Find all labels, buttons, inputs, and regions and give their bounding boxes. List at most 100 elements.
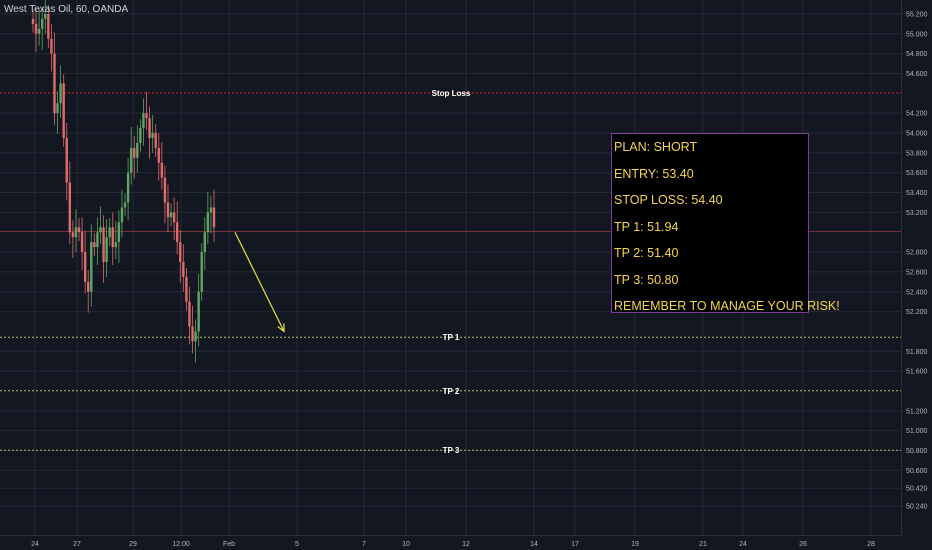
candle-body: [59, 83, 62, 104]
time-tick-label: 12:00: [172, 541, 190, 548]
price-tick-label: 52.400: [906, 289, 928, 296]
time-tick-label: 7: [362, 541, 366, 548]
time-tick-label: Feb: [223, 541, 235, 548]
price-tick-label: 55.000: [906, 31, 928, 38]
candle-body: [90, 242, 93, 292]
chart-title: West Texas Oil, 60, OANDA: [4, 4, 129, 15]
candle-body: [142, 113, 145, 129]
candle-body: [139, 128, 142, 143]
candle-body: [120, 207, 124, 223]
price-tick-label: 53.600: [906, 170, 928, 177]
price-tick-label: 54.800: [906, 51, 928, 58]
arrow-shaft: [234, 231, 285, 332]
candle-body: [191, 326, 194, 342]
candle-body: [47, 13, 50, 39]
candle-body: [126, 172, 130, 203]
candle-body: [31, 18, 35, 24]
price-tick-label: 53.400: [906, 190, 928, 197]
candle-body: [102, 227, 105, 262]
price-tick-label: 54.000: [906, 131, 928, 138]
candle-body: [80, 232, 84, 253]
price-tick-label: 54.200: [906, 111, 928, 118]
candle-body: [108, 227, 111, 238]
take-profit-label-1: TP 1: [443, 333, 460, 342]
candle-body: [111, 227, 114, 248]
candle-body: [194, 331, 197, 342]
plan-line-entry: ENTRY: 53.40: [614, 166, 694, 181]
time-axis-labels: 24 27 29 12:00 Feb 5 7 10 12 14 17 19 21 24 26 28: [31, 541, 875, 548]
candles: [31, 0, 216, 363]
plan-line-tp1: TP 1: 51.94: [614, 219, 679, 234]
candle-body: [37, 28, 41, 34]
candle-body: [105, 237, 108, 262]
price-tick-label: 50.800: [906, 448, 928, 455]
candle-body: [62, 83, 65, 138]
candle-body: [65, 137, 68, 183]
candle-body: [114, 242, 118, 248]
candle-body: [77, 227, 81, 233]
price-axis-labels: 55.200 55.000 54.800 54.600 54.200 54.000 53.8…: [906, 11, 928, 510]
candle-body: [200, 252, 203, 292]
candle-body: [145, 113, 148, 119]
price-tick-label: 51.200: [906, 408, 928, 415]
time-tick-label: 10: [402, 541, 410, 548]
price-tick-label: 52.800: [906, 250, 928, 257]
candle-body: [117, 222, 121, 243]
candle-body: [182, 262, 185, 277]
take-profit-label-3: TP 3: [443, 446, 460, 455]
candle-body: [185, 276, 188, 302]
take-profit-label-2: TP 2: [443, 387, 460, 396]
price-tick-label: 54.600: [906, 71, 928, 78]
candle-body: [93, 242, 96, 248]
price-axis[interactable]: [902, 0, 932, 550]
candle-body: [96, 232, 99, 248]
time-axis[interactable]: [0, 535, 932, 550]
price-tick-label: 52.200: [906, 309, 928, 316]
candle-body: [197, 291, 200, 332]
candle-body: [212, 207, 216, 228]
candle-body: [209, 207, 213, 213]
time-tick-label: 17: [571, 541, 579, 548]
stop-loss-label: Stop Loss: [432, 89, 471, 98]
time-tick-label: 28: [867, 541, 875, 548]
plan-line-plan: PLAN: SHORT: [614, 140, 698, 154]
candle-body: [169, 212, 173, 218]
price-tick-label: 53.200: [906, 210, 928, 217]
candle-body: [87, 281, 90, 292]
candle-body: [44, 13, 47, 19]
candle-body: [172, 212, 176, 223]
plan-line-stop-loss: STOP LOSS: 54.40: [614, 193, 723, 207]
plan-line-risk-note: REMEMBER TO MANAGE YOUR RISK!: [614, 299, 840, 313]
plan-line-tp2: TP 2: 51.40: [614, 246, 679, 260]
price-tick-label: 51.800: [906, 349, 928, 356]
projection-arrow: [234, 231, 285, 333]
candle-body: [71, 232, 75, 238]
price-tick-label: 51.600: [906, 369, 928, 376]
candle-body: [179, 242, 182, 262]
time-tick-label: 27: [73, 541, 81, 548]
price-tick-label: 51.000: [906, 428, 928, 435]
candle-body: [99, 227, 102, 233]
time-tick-label: 12: [462, 541, 470, 548]
time-tick-label: 5: [295, 541, 299, 548]
time-tick-label: 19: [631, 541, 639, 548]
price-tick-label: 53.800: [906, 150, 928, 157]
trade-plan-box: PLAN: SHORT ENTRY: 53.40 STOP LOSS: 54.4…: [611, 133, 840, 313]
plan-line-tp3: TP 3: 50.80: [614, 272, 679, 287]
candle-body: [148, 118, 151, 138]
candle-body: [151, 133, 154, 138]
candle-body: [74, 227, 78, 238]
candle-body: [133, 147, 136, 158]
candle-body: [123, 202, 127, 208]
candle-body: [136, 142, 139, 158]
candle-body: [154, 133, 157, 148]
time-tick-label: 14: [530, 541, 538, 548]
candle-body: [163, 177, 167, 203]
candle-body: [166, 202, 170, 218]
candle-body: [206, 212, 210, 233]
arrow-head: [277, 323, 285, 333]
candle-body: [83, 252, 87, 282]
price-tick-label: 55.200: [906, 11, 928, 18]
price-tick-label: 52.600: [906, 269, 928, 276]
